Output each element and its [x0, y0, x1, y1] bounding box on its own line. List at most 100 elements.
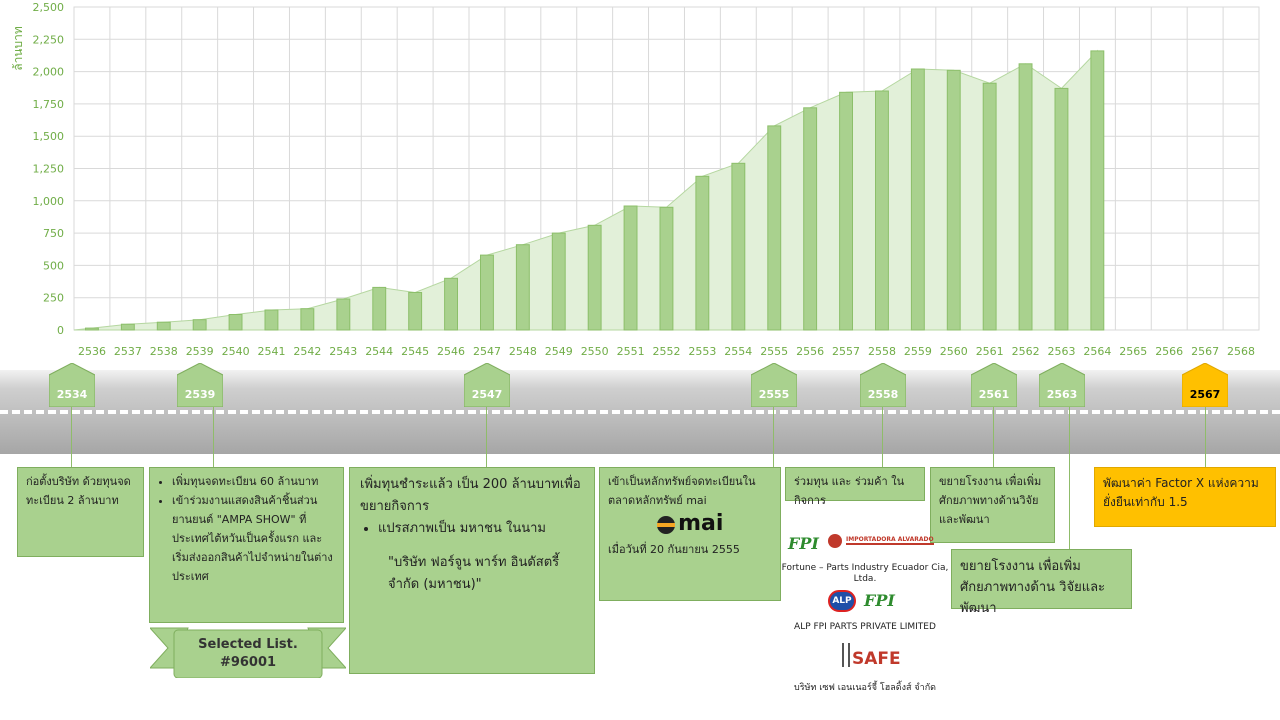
bar-2542 — [300, 308, 315, 331]
bar-2554 — [731, 162, 746, 331]
bar-2555 — [767, 125, 782, 331]
event-box-2547: เพิ่มทุนชำระแล้ว เป็น 200 ล้านบาทเพื่อขย… — [349, 467, 595, 674]
jv2-logo: ALP FPI — [828, 590, 918, 614]
x-tick-label-2563: 2563 — [1048, 345, 1076, 358]
mai-logo-icon — [656, 516, 675, 534]
event-box-2555: เข้าเป็นหลักทรัพย์จดทะเบียนในตลาดหลักทรั… — [599, 467, 781, 601]
x-tick-label-2545: 2545 — [401, 345, 429, 358]
y-tick-label: 2,500 — [33, 1, 65, 14]
x-tick-label-2544: 2544 — [365, 345, 393, 358]
x-tick-label-2562: 2562 — [1012, 345, 1040, 358]
event-text-2563: ขยายโรงงาน เพื่อเพิ่มศักยภาพทางด้าน วิจั… — [960, 559, 1106, 616]
event-text-2567: พัฒนาค่า Factor X แห่งความยั่งยืนเท่ากับ… — [1103, 476, 1259, 509]
timeline-marker-2539: 2539 — [177, 363, 223, 407]
bar-2537 — [120, 323, 135, 331]
bar-2546 — [444, 277, 459, 331]
bar-2552 — [659, 206, 674, 331]
event-text-2547-company-name: "บริษัท ฟอร์จูน พาร์ท อินดัสตรี้ จำกัด (… — [388, 555, 560, 592]
alp-logo-icon: ALP — [828, 590, 856, 612]
x-tick-label-2567: 2567 — [1191, 345, 1219, 358]
selected-list-label: Selected List. #96001 — [174, 636, 322, 672]
x-tick-label-2543: 2543 — [329, 345, 357, 358]
road-center-line — [0, 410, 1280, 414]
y-axis-label: ล้านบาท — [11, 26, 25, 71]
stem-2547 — [486, 407, 487, 467]
x-tick-label-2542: 2542 — [293, 345, 321, 358]
bar-2556 — [803, 107, 818, 331]
x-tick-label-2546: 2546 — [437, 345, 465, 358]
bar-2539 — [192, 319, 207, 331]
event-box-2539: เพิ่มทุนจดทะเบียน 60 ล้านบาท เข้าร่วมงาน… — [149, 467, 344, 623]
timeline-marker-2567: 2567 — [1182, 363, 1228, 407]
x-tick-label-2550: 2550 — [581, 345, 609, 358]
bar-2545 — [408, 292, 423, 331]
fpi-logo-text-2: FPI — [864, 591, 895, 610]
event-box-2567: พัฒนาค่า Factor X แห่งความยั่งยืนเท่ากับ… — [1094, 467, 1276, 527]
x-tick-label-2554: 2554 — [724, 345, 752, 358]
fpi-logo-text: FPI — [788, 534, 819, 553]
jv3-logo: SAFE — [838, 643, 901, 675]
event-box-2561: ขยายโรงงาน เพื่อเพิ่มศักยภาพทางด้านวิจัย… — [930, 467, 1055, 543]
bar-2564 — [1090, 50, 1105, 331]
timeline-marker-2563: 2563 — [1039, 363, 1085, 407]
selected-list-title: Selected List. — [198, 637, 298, 652]
x-tick-label-2536: 2536 — [78, 345, 106, 358]
event-box-2563: ขยายโรงงาน เพื่อเพิ่มศักยภาพทางด้าน วิจั… — [951, 549, 1132, 616]
bar-2561 — [982, 82, 997, 331]
x-tick-label-2549: 2549 — [545, 345, 573, 358]
timeline-marker-2534: 2534 — [49, 363, 95, 407]
stem-2558 — [882, 407, 883, 468]
x-tick-label-2566: 2566 — [1155, 345, 1183, 358]
jv2-name: ALP FPI PARTS PRIVATE LIMITED — [794, 622, 936, 632]
jv3-name: บริษัท เซฟ เอนเนอร์จี้ โฮลดิ้งส์ จำกัด — [794, 683, 936, 693]
importadora-logo-icon — [828, 534, 842, 548]
bar-2563 — [1054, 87, 1069, 331]
timeline-marker-2555: 2555 — [751, 363, 797, 407]
x-tick-label-2551: 2551 — [617, 345, 645, 358]
x-tick-label-2553: 2553 — [688, 345, 716, 358]
event-text-2547-capital: เพิ่มทุนชำระแล้ว เป็น 200 ล้านบาทเพื่อขย… — [360, 477, 581, 514]
y-tick-label: 750 — [43, 227, 64, 240]
stem-2555 — [773, 407, 774, 468]
importadora-logo-text: IMPORTADORA ALVARADO — [846, 536, 934, 545]
y-tick-label: 2,000 — [33, 66, 65, 79]
x-tick-label-2558: 2558 — [868, 345, 896, 358]
stem-2567 — [1205, 407, 1206, 469]
bar-2544 — [372, 286, 387, 331]
y-tick-label: 0 — [57, 324, 64, 337]
x-tick-label-2548: 2548 — [509, 345, 537, 358]
x-tick-label-2541: 2541 — [258, 345, 286, 358]
mai-logo: mai — [608, 511, 772, 536]
y-tick-label: 1,000 — [33, 195, 65, 208]
x-tick-label-2561: 2561 — [976, 345, 1004, 358]
event-bullet-2547-public: แปรสภาพเป็น มหาชน ในนาม — [378, 518, 584, 540]
x-tick-label-2556: 2556 — [796, 345, 824, 358]
x-tick-label-2537: 2537 — [114, 345, 142, 358]
x-tick-label-2552: 2552 — [653, 345, 681, 358]
jv1-name: Fortune – Parts Industry Ecuador Cia, Lt… — [781, 563, 949, 584]
y-tick-label: 1,750 — [33, 98, 65, 111]
x-tick-label-2568: 2568 — [1227, 345, 1255, 358]
bar-2541 — [264, 309, 279, 331]
bar-2550 — [587, 224, 602, 331]
event-text-2558: ร่วมทุน และ ร่วมค้า ในกิจการ — [794, 475, 905, 507]
mai-logo-text: mai — [678, 511, 724, 536]
x-tick-label-2565: 2565 — [1119, 345, 1147, 358]
event-text-2555-date: เมื่อวันที่ 20 กันยายน 2555 — [608, 543, 740, 556]
x-tick-label-2564: 2564 — [1083, 345, 1111, 358]
x-tick-label-2560: 2560 — [940, 345, 968, 358]
bar-2558 — [875, 90, 889, 331]
bar-2540 — [228, 314, 243, 331]
safe-logo-text: SAFE — [852, 649, 901, 669]
revenue-chart: 0 250 500 750 1,000 1,250 1,500 1,750 2,000 2,250… — [11, 1, 1260, 358]
event-text-2561: ขยายโรงงาน เพื่อเพิ่มศักยภาพทางด้านวิจัย… — [939, 475, 1042, 526]
bar-2538 — [156, 321, 171, 331]
bar-2559 — [910, 68, 925, 331]
timeline-marker-2547: 2547 — [464, 363, 510, 407]
bar-2557 — [839, 91, 853, 331]
selected-list-ribbon — [150, 627, 346, 678]
bar-2536 — [85, 327, 99, 331]
bar-2543 — [336, 298, 351, 331]
selected-list-number: #96001 — [219, 655, 277, 670]
event-bullet-2539-capital: เพิ่มทุนจดทะเบียน 60 ล้านบาท — [172, 472, 335, 491]
